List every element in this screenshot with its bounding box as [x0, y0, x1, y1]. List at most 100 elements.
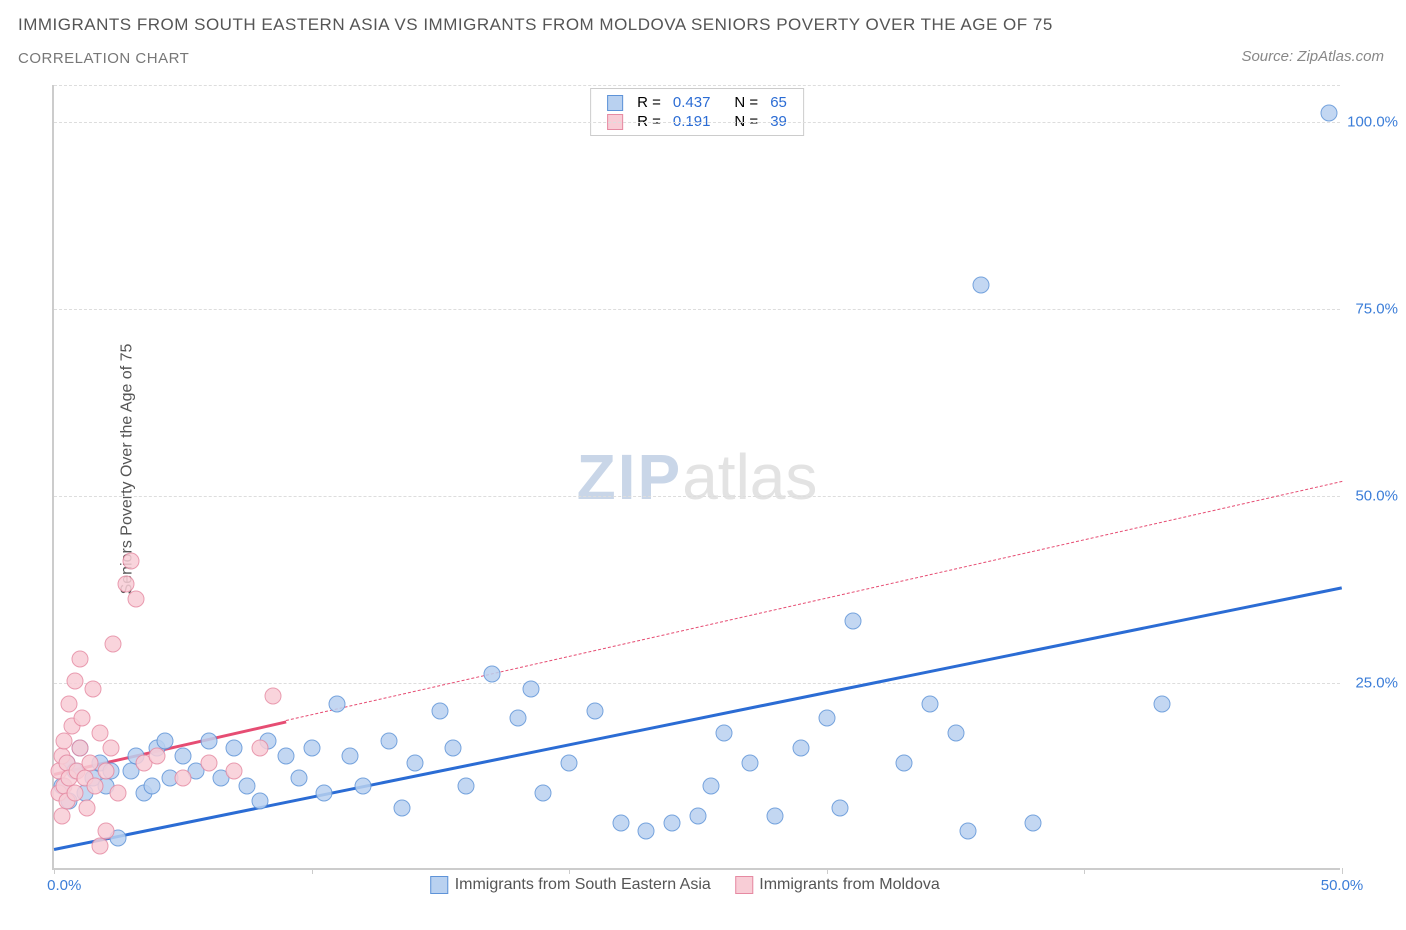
data-point [947, 725, 964, 742]
gridline [54, 85, 1340, 86]
data-point [535, 785, 552, 802]
data-point [831, 800, 848, 817]
legend-r-value: 0.437 [667, 93, 717, 112]
data-point [252, 792, 269, 809]
data-point [149, 747, 166, 764]
data-point [393, 800, 410, 817]
series-legend-label: Immigrants from Moldova [759, 876, 940, 893]
data-point [586, 703, 603, 720]
data-point [612, 815, 629, 832]
watermark: ZIPatlas [577, 440, 818, 514]
data-point [741, 755, 758, 772]
series-legend-label: Immigrants from South Eastern Asia [455, 876, 711, 893]
data-point [1321, 104, 1338, 121]
data-point [174, 770, 191, 787]
data-point [1153, 695, 1170, 712]
data-point [638, 822, 655, 839]
legend-swatch [607, 95, 623, 111]
x-tick [1342, 868, 1343, 874]
gridline [54, 309, 1340, 310]
gridline [54, 683, 1340, 684]
data-point [79, 800, 96, 817]
y-tick-label: 75.0% [1355, 301, 1398, 318]
y-tick-label: 50.0% [1355, 488, 1398, 505]
data-point [355, 777, 372, 794]
data-point [483, 665, 500, 682]
data-point [128, 590, 145, 607]
data-point [97, 822, 114, 839]
data-point [102, 740, 119, 757]
data-point [87, 777, 104, 794]
legend-n-value: 65 [764, 93, 793, 112]
chart-subtitle: CORRELATION CHART [18, 50, 189, 67]
scatter-plot-area: ZIPatlas R =0.437N =65R =0.191N =39 Immi… [52, 85, 1340, 870]
x-tick-label: 50.0% [1321, 877, 1364, 894]
data-point [342, 747, 359, 764]
data-point [767, 807, 784, 824]
data-point [118, 575, 135, 592]
legend-r-label: R = [631, 93, 667, 112]
legend-swatch [735, 876, 753, 894]
data-point [66, 785, 83, 802]
data-point [82, 755, 99, 772]
data-point [264, 688, 281, 705]
data-point [110, 785, 127, 802]
data-point [921, 695, 938, 712]
series-legend-item: Immigrants from Moldova [735, 876, 940, 893]
x-tick [569, 868, 570, 874]
data-point [252, 740, 269, 757]
source-attribution: Source: ZipAtlas.com [1241, 48, 1384, 65]
data-point [74, 710, 91, 727]
data-point [71, 650, 88, 667]
watermark-part2: atlas [682, 441, 817, 513]
data-point [406, 755, 423, 772]
data-point [793, 740, 810, 757]
chart-title: IMMIGRANTS FROM SOUTH EASTERN ASIA VS IM… [18, 15, 1053, 35]
data-point [71, 740, 88, 757]
y-tick-label: 25.0% [1355, 675, 1398, 692]
data-point [329, 695, 346, 712]
data-point [123, 553, 140, 570]
data-point [973, 276, 990, 293]
data-point [97, 762, 114, 779]
data-point [226, 762, 243, 779]
data-point [702, 777, 719, 794]
x-tick [54, 868, 55, 874]
data-point [277, 747, 294, 764]
x-tick-label: 0.0% [47, 877, 81, 894]
data-point [105, 635, 122, 652]
data-point [66, 673, 83, 690]
data-point [92, 837, 109, 854]
data-point [380, 732, 397, 749]
data-point [200, 732, 217, 749]
y-tick-label: 100.0% [1347, 114, 1398, 131]
correlation-legend: R =0.437N =65R =0.191N =39 [590, 88, 804, 136]
data-point [226, 740, 243, 757]
data-point [458, 777, 475, 794]
data-point [143, 777, 160, 794]
data-point [844, 613, 861, 630]
legend-n-label: N = [728, 93, 764, 112]
data-point [818, 710, 835, 727]
x-tick [1084, 868, 1085, 874]
data-point [290, 770, 307, 787]
data-point [1024, 815, 1041, 832]
data-point [174, 747, 191, 764]
data-point [61, 695, 78, 712]
data-point [445, 740, 462, 757]
data-point [509, 710, 526, 727]
data-point [53, 807, 70, 824]
data-point [960, 822, 977, 839]
data-point [664, 815, 681, 832]
gridline [54, 496, 1340, 497]
data-point [239, 777, 256, 794]
data-point [316, 785, 333, 802]
legend-row: R =0.437 N =65 [601, 93, 793, 112]
gridline [54, 122, 1340, 123]
x-tick [312, 868, 313, 874]
series-legend-item: Immigrants from South Eastern Asia [430, 876, 711, 893]
data-point [92, 725, 109, 742]
data-point [200, 755, 217, 772]
watermark-part1: ZIP [577, 441, 683, 513]
data-point [522, 680, 539, 697]
